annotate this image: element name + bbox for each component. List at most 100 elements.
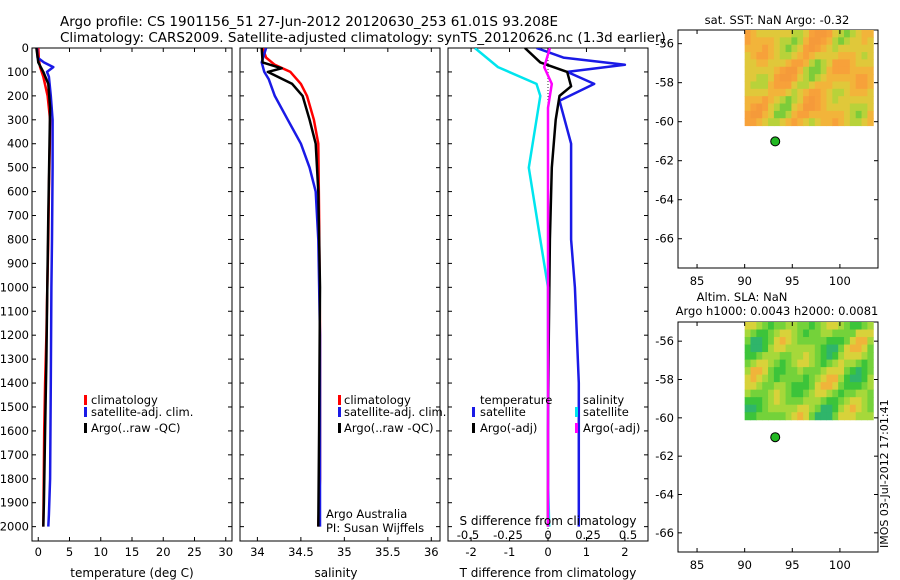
field-cell xyxy=(861,322,868,331)
field-cell xyxy=(773,37,781,46)
field-cell xyxy=(844,322,851,331)
depth-tick-label: 1900 xyxy=(0,496,29,510)
field-cell xyxy=(832,389,839,398)
field-cell xyxy=(832,352,839,361)
field-cell xyxy=(744,359,752,368)
field-cell xyxy=(844,44,851,53)
field-cell xyxy=(750,37,757,46)
field-cell xyxy=(744,352,752,361)
field-cell xyxy=(808,322,816,331)
field-cell xyxy=(855,382,863,391)
field-cell xyxy=(867,344,874,353)
field-cell xyxy=(849,103,857,112)
field-cell xyxy=(820,59,827,68)
field-cell xyxy=(797,412,804,421)
series-line-satellite-adj-clim xyxy=(35,48,55,527)
field-cell xyxy=(791,374,798,383)
field-cell xyxy=(855,110,863,119)
field-cell xyxy=(750,118,757,127)
field-cell xyxy=(832,367,839,376)
field-cell xyxy=(785,322,792,331)
field-cell xyxy=(762,81,769,90)
field-cell xyxy=(785,118,792,127)
field-cell xyxy=(820,52,827,60)
field-cell xyxy=(756,404,763,413)
lat-tick-label: -56 xyxy=(655,334,674,348)
field-cell xyxy=(814,382,822,391)
field-cell xyxy=(838,74,845,82)
field-cell xyxy=(808,37,816,46)
field-cell xyxy=(744,110,752,119)
field-cell xyxy=(855,96,863,105)
field-cell xyxy=(861,66,868,75)
field-cell xyxy=(791,352,798,361)
field-cell xyxy=(791,52,798,60)
field-cell xyxy=(849,52,857,60)
field-cell xyxy=(808,44,816,53)
field-cell xyxy=(744,103,752,112)
lon-tick-label: 90 xyxy=(737,274,752,288)
lat-tick-label: -62 xyxy=(655,449,674,463)
field-cell xyxy=(832,103,839,112)
field-cell xyxy=(756,352,763,361)
field-cell xyxy=(820,374,827,383)
x-tick-label: -2 xyxy=(465,545,476,559)
field-cell xyxy=(814,337,822,346)
title-line-1: Argo profile: CS 1901156_51 27-Jun-2012 … xyxy=(60,14,558,30)
field-cell xyxy=(855,404,863,413)
field-cell xyxy=(762,103,769,112)
field-cell xyxy=(844,389,851,398)
salinity-series xyxy=(260,48,322,527)
field-cell xyxy=(768,96,775,105)
field-cell xyxy=(744,329,752,338)
field-cell xyxy=(803,44,810,53)
sla-map-title-1: Altim. SLA: NaN xyxy=(697,290,788,304)
field-cell xyxy=(779,322,787,331)
field-cell xyxy=(844,37,851,46)
field-cell xyxy=(768,352,775,361)
field-cell xyxy=(849,359,857,368)
field-cell xyxy=(838,37,845,46)
field-cell xyxy=(750,329,757,338)
field-cell xyxy=(855,367,863,376)
field-cell xyxy=(861,397,868,406)
field-cell xyxy=(832,81,839,90)
legend-salinity: salinity xyxy=(583,393,624,407)
field-cell xyxy=(838,404,845,413)
argo-pi: PI: Susan Wijffels xyxy=(326,521,424,535)
field-cell xyxy=(773,110,781,119)
field-cell xyxy=(838,374,845,383)
field-cell xyxy=(826,74,833,82)
salinity-depth-ticks xyxy=(240,47,440,528)
field-cell xyxy=(826,88,833,97)
field-cell xyxy=(756,96,763,105)
temperature-tick-labels: 0 5 10 15 20 25 30 xyxy=(35,48,233,559)
field-cell xyxy=(844,382,851,391)
field-cell xyxy=(808,404,816,413)
field-cell xyxy=(773,344,781,353)
field-cell xyxy=(750,103,757,112)
field-cell xyxy=(797,81,804,90)
field-cell xyxy=(855,412,863,421)
field-cell xyxy=(820,118,827,127)
field-cell xyxy=(867,37,874,46)
field-cell xyxy=(844,374,851,383)
field-cell xyxy=(756,81,763,90)
field-cell xyxy=(750,367,757,376)
field-cell xyxy=(791,88,798,97)
temperature-xlabel: temperature (deg C) xyxy=(70,566,193,580)
field-cell xyxy=(838,412,845,421)
field-cell xyxy=(773,352,781,361)
field-cell xyxy=(861,52,868,60)
field-cell xyxy=(861,382,868,391)
field-cell xyxy=(844,352,851,361)
field-cell xyxy=(744,52,752,60)
field-cell xyxy=(779,81,787,90)
field-cell xyxy=(750,52,757,60)
field-cell xyxy=(744,30,752,38)
x-tick-label: 30 xyxy=(218,545,233,559)
field-cell xyxy=(814,374,822,383)
field-cell xyxy=(744,118,752,127)
field-cell xyxy=(844,397,851,406)
field-cell xyxy=(849,74,857,82)
